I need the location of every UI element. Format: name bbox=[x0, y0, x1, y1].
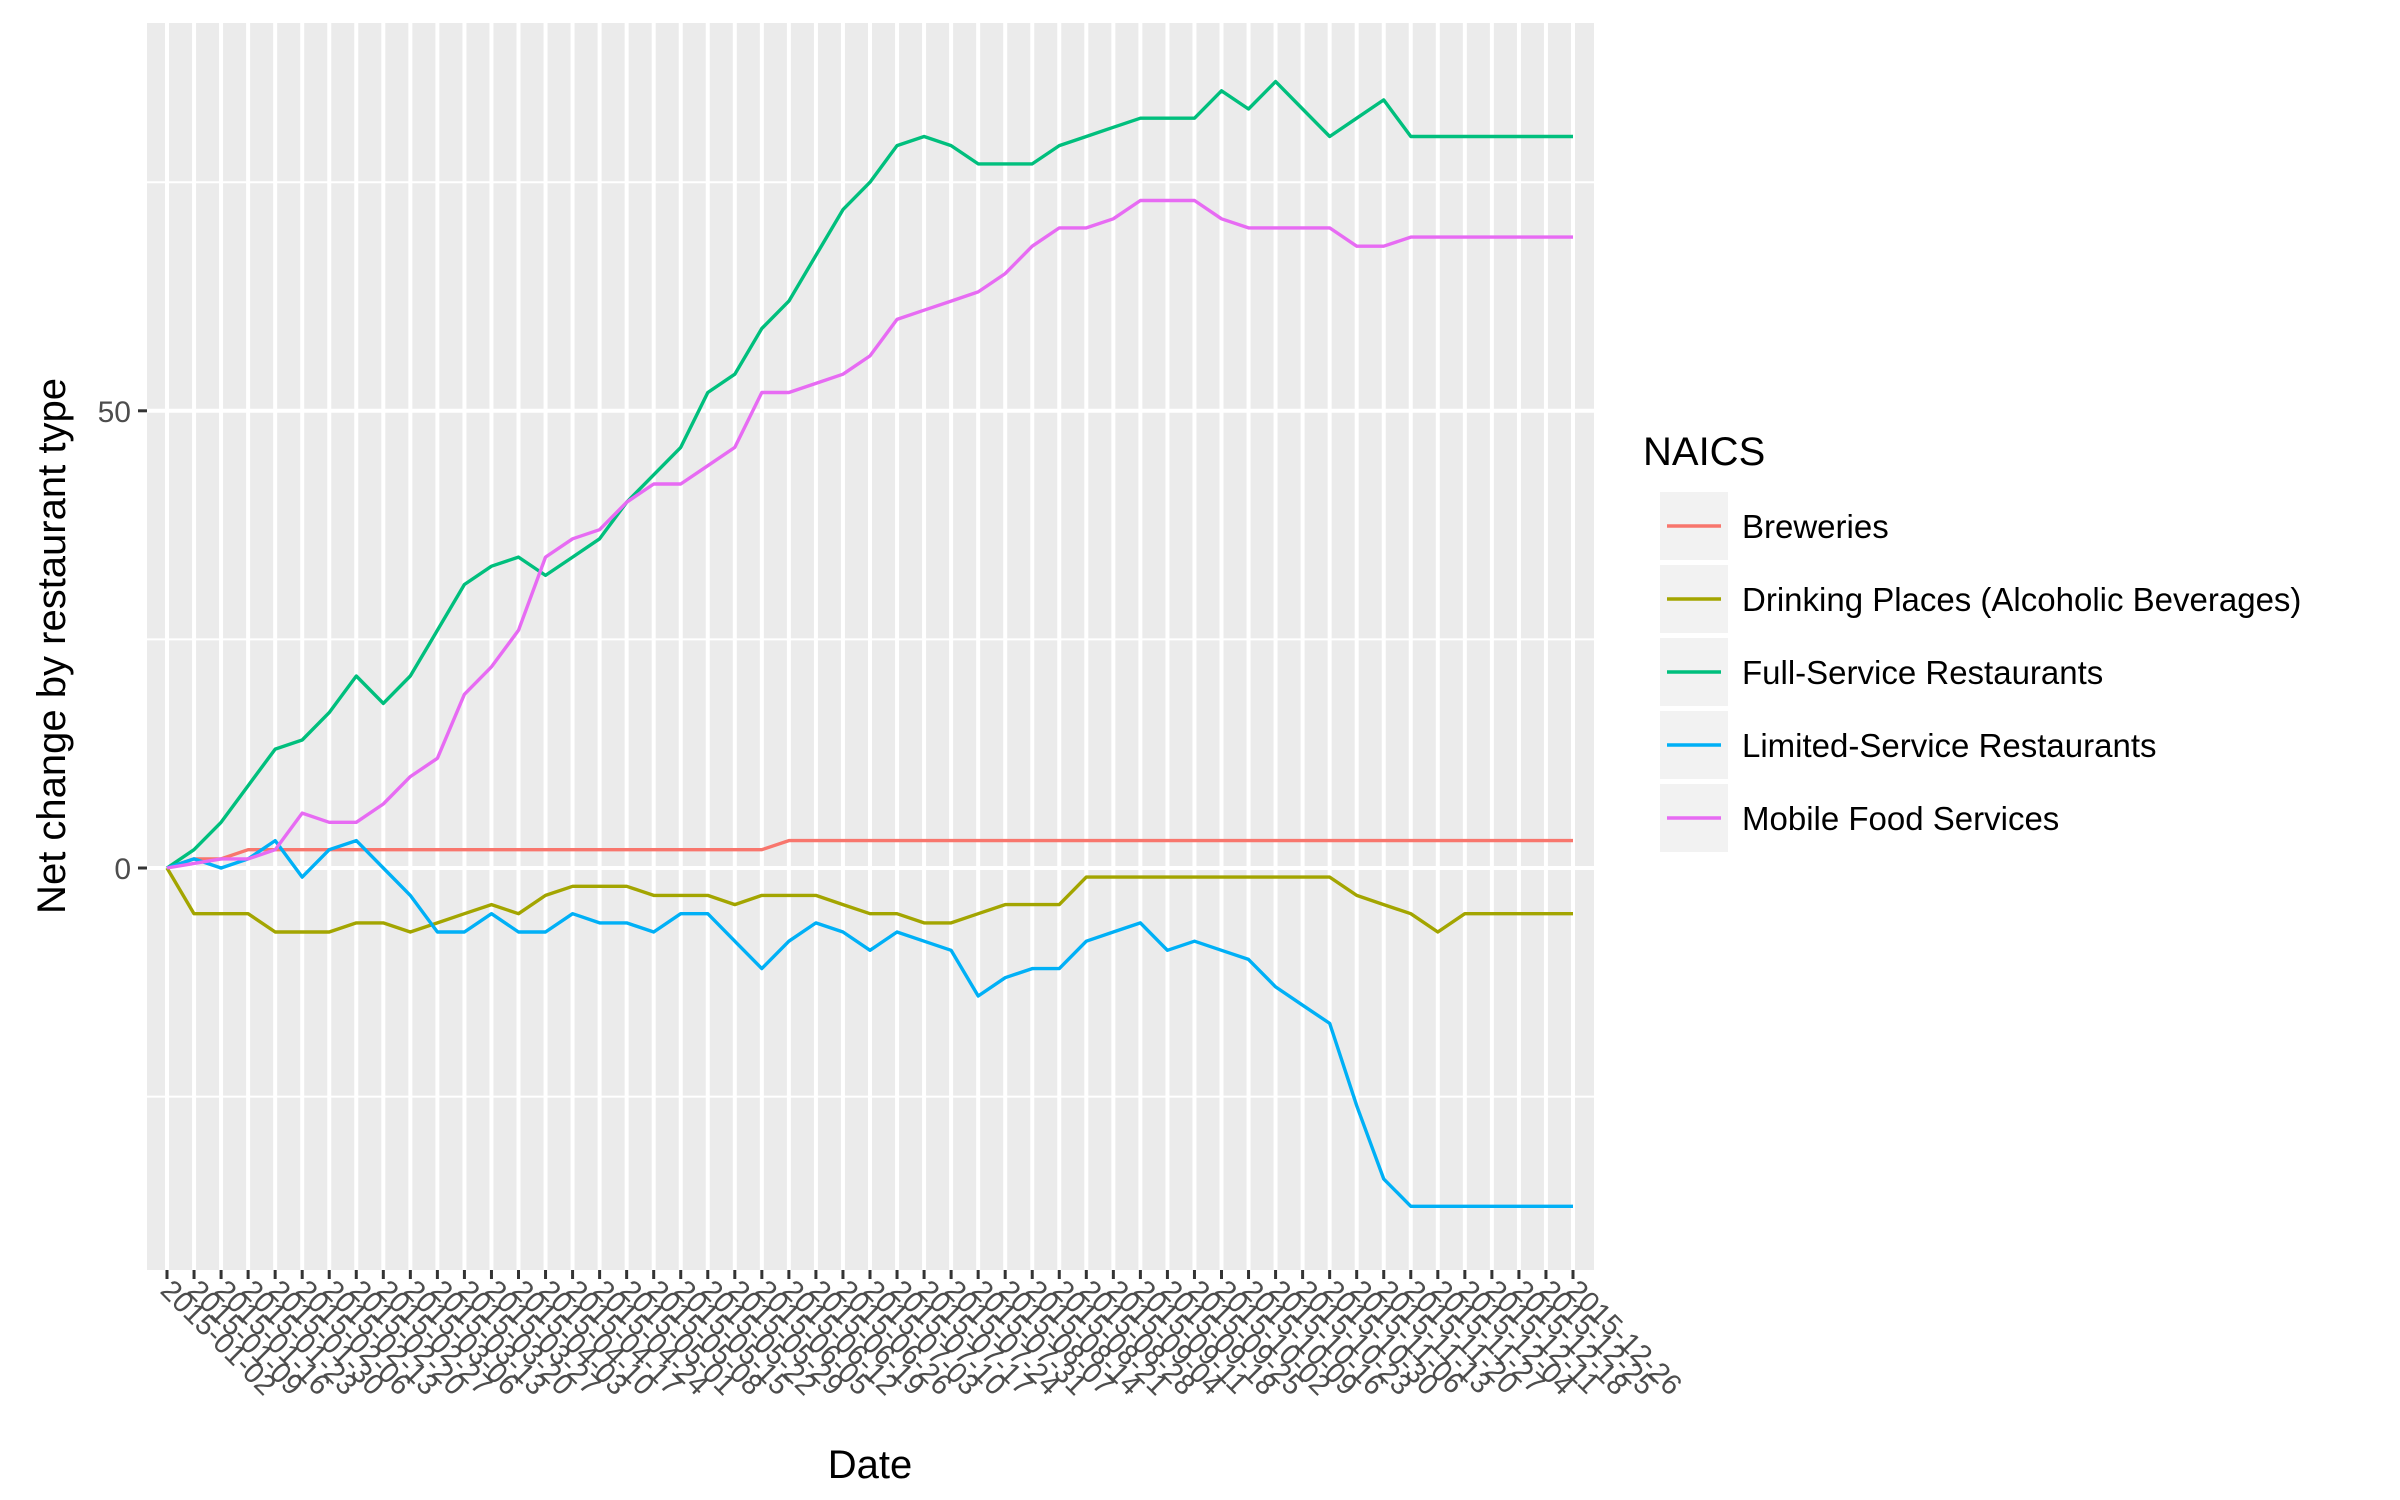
legend-label-full-service-restaurants: Full-Service Restaurants bbox=[1742, 654, 2103, 691]
legend: NAICS Breweries Drinking Places (Alcoholi… bbox=[1643, 430, 2301, 852]
legend-label-limited-service-restaurants: Limited-Service Restaurants bbox=[1742, 727, 2157, 764]
legend-label-breweries: Breweries bbox=[1742, 508, 1889, 545]
legend-label-drinking-places-alcoholic-beverages-: Drinking Places (Alcoholic Beverages) bbox=[1742, 581, 2301, 618]
x-axis: 2015-01-022015-01-092015-01-162015-01-23… bbox=[154, 1270, 1688, 1402]
series-line-limited-service-restaurants bbox=[166, 838, 1573, 1209]
series-layer bbox=[165, 79, 1573, 1209]
grid-major bbox=[147, 23, 1594, 1270]
legend-title: NAICS bbox=[1643, 430, 1765, 474]
series-line-drinking-places-alcoholic-beverages- bbox=[165, 867, 1573, 934]
y-tick-label: 50 bbox=[98, 396, 131, 429]
x-axis-title: Date bbox=[828, 1443, 913, 1487]
series-line-full-service-restaurants bbox=[166, 79, 1573, 870]
y-tick-label: 0 bbox=[114, 853, 131, 886]
series-line-breweries bbox=[166, 838, 1573, 870]
series-line-mobile-food-services bbox=[166, 198, 1573, 870]
legend-label-mobile-food-services: Mobile Food Services bbox=[1742, 800, 2059, 837]
y-axis: 0 50 bbox=[98, 396, 147, 886]
y-axis-title: Net change by restaurant type bbox=[30, 378, 74, 914]
